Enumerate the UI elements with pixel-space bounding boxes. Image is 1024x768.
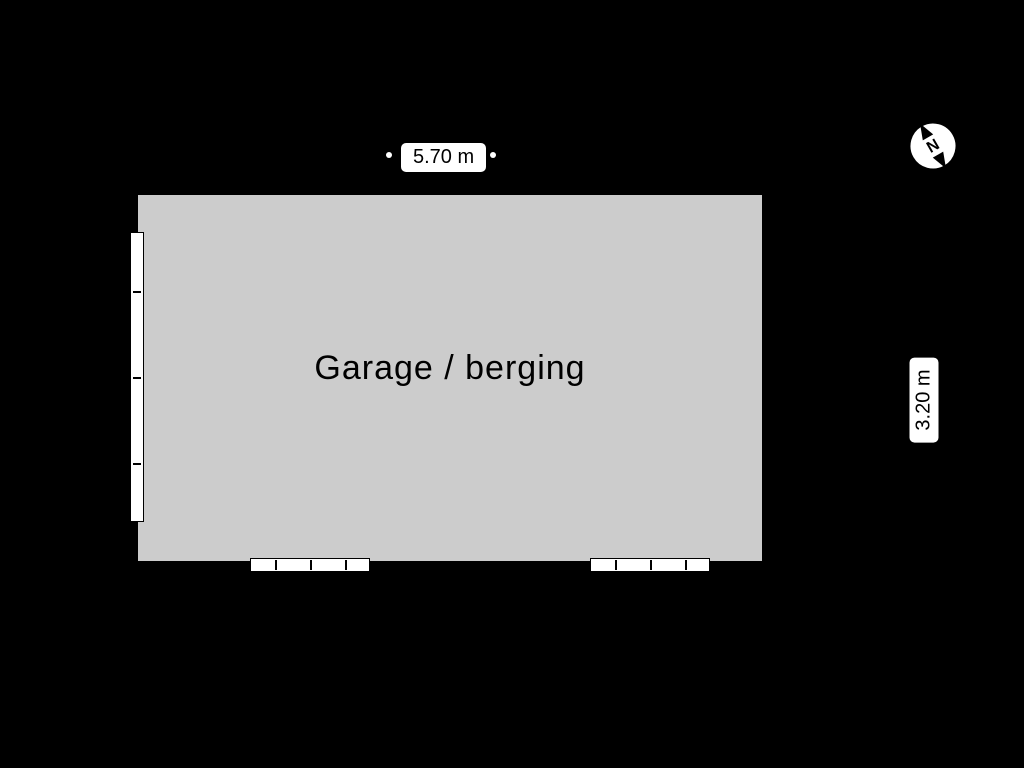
floor-plan-stage: Garage / berging 5.70 m 3.20 m N bbox=[0, 0, 1024, 768]
dim-tick bbox=[386, 152, 392, 158]
dim-tick bbox=[490, 152, 496, 158]
compass-icon: N bbox=[905, 118, 961, 174]
room-label: Garage / berging bbox=[138, 349, 762, 388]
window-icon bbox=[250, 558, 370, 572]
dimension-right: 3.20 m bbox=[909, 356, 940, 443]
garage-door-icon bbox=[130, 232, 144, 522]
room-garage: Garage / berging bbox=[135, 192, 765, 564]
window-icon bbox=[590, 558, 710, 572]
dimension-top: 5.70 m bbox=[400, 142, 487, 173]
